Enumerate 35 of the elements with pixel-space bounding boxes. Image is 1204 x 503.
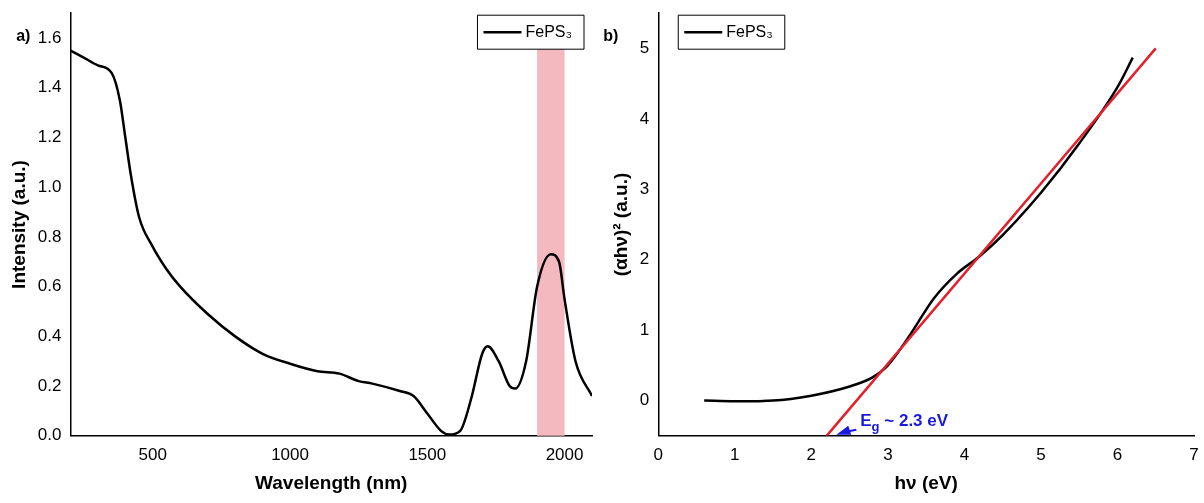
x-tick-label: 1000 (271, 444, 309, 464)
x-tick-label: 4 (959, 444, 970, 464)
y-tick-label: 0.2 (37, 375, 62, 395)
x-tick-label: 7 (1189, 444, 1199, 464)
legend-label: FePS₃ (525, 22, 572, 40)
text: b) (603, 27, 619, 45)
x-tick-label: 5 (1036, 444, 1046, 464)
legend-label: FePS₃ (726, 22, 773, 40)
x-tick-label: 1 (730, 444, 740, 464)
y-axis-title: Intensity (a.u.) (7, 160, 29, 289)
y-tick-label: 5 (639, 38, 650, 58)
x-tick-label: 6 (1112, 444, 1123, 464)
y-tick-label: 3 (639, 178, 650, 198)
y-tick-label: 1.4 (37, 77, 62, 97)
x-tick-label: 1500 (408, 444, 447, 464)
y-tick-label: 1.0 (37, 176, 62, 196)
x-axis-title: Wavelength (nm) (255, 471, 408, 493)
y-tick-label: 2 (639, 249, 650, 269)
y-tick-label: 0.0 (37, 425, 62, 445)
y-axis-title: (αhν)² (a.u.) (609, 172, 631, 277)
x-tick-label: 3 (883, 444, 893, 464)
y-tick-label: 0 (639, 390, 650, 410)
y-tick-label: 4 (639, 108, 650, 128)
y-tick-label: 1 (639, 319, 650, 339)
x-axis-title: hν (eV) (894, 471, 958, 493)
x-tick-label: 2000 (545, 444, 584, 464)
x-tick-label: 2 (806, 444, 817, 464)
y-tick-label: 0.8 (37, 226, 62, 246)
y-tick-label: 1.2 (37, 127, 62, 147)
x-tick-label: 0 (653, 444, 663, 464)
text: a) (16, 27, 31, 45)
y-tick-label: 0.6 (37, 276, 62, 296)
y-tick-label: 0.4 (37, 326, 62, 346)
x-tick-label: 500 (138, 444, 167, 464)
y-tick-label: 1.6 (37, 27, 62, 47)
